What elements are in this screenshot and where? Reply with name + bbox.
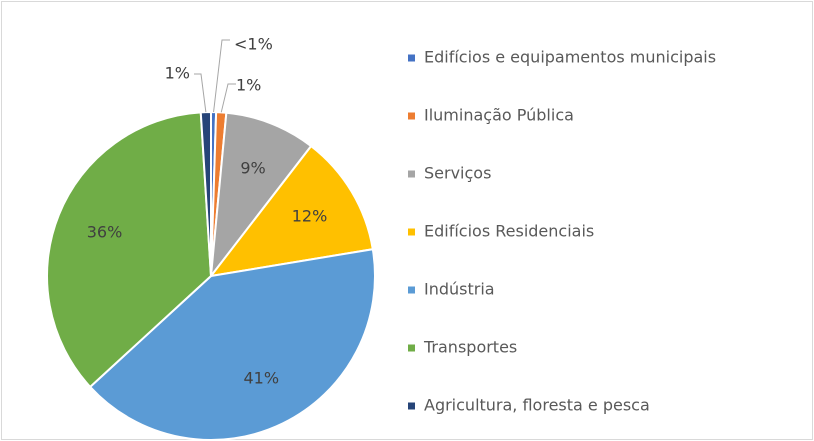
- legend-swatch: [408, 54, 415, 62]
- legend-swatch: [408, 112, 415, 120]
- legend-label: Agricultura, floresta e pesca: [424, 396, 650, 415]
- data-label: 1%: [165, 64, 190, 83]
- pie-slice: [208, 144, 374, 278]
- legend-label: Iluminação Pública: [424, 106, 574, 125]
- legend-label: Edifícios Residenciais: [424, 222, 594, 241]
- legend-label: Indústria: [424, 280, 495, 299]
- legend-swatch: [408, 286, 415, 294]
- data-label: 41%: [243, 369, 279, 388]
- legend-label: Transportes: [423, 338, 517, 357]
- data-label: 36%: [87, 223, 123, 242]
- legend-label: Serviços: [424, 164, 491, 183]
- pie-slice: [88, 248, 376, 441]
- leader-line: [220, 83, 236, 113]
- leader-line: [213, 39, 230, 113]
- legend-label: Edifícios e equipamentos municipais: [424, 48, 716, 67]
- legend-swatch: [408, 170, 415, 178]
- data-label: 12%: [292, 207, 328, 226]
- pie-slice: [46, 111, 213, 389]
- data-label: 1%: [236, 76, 261, 95]
- pie-slice: [209, 111, 313, 280]
- leader-line: [194, 73, 207, 113]
- data-label: 9%: [240, 159, 265, 178]
- data-label: <1%: [234, 35, 273, 54]
- legend-swatch: [408, 228, 415, 236]
- legend-swatch: [408, 402, 415, 410]
- legend-swatch: [408, 344, 415, 352]
